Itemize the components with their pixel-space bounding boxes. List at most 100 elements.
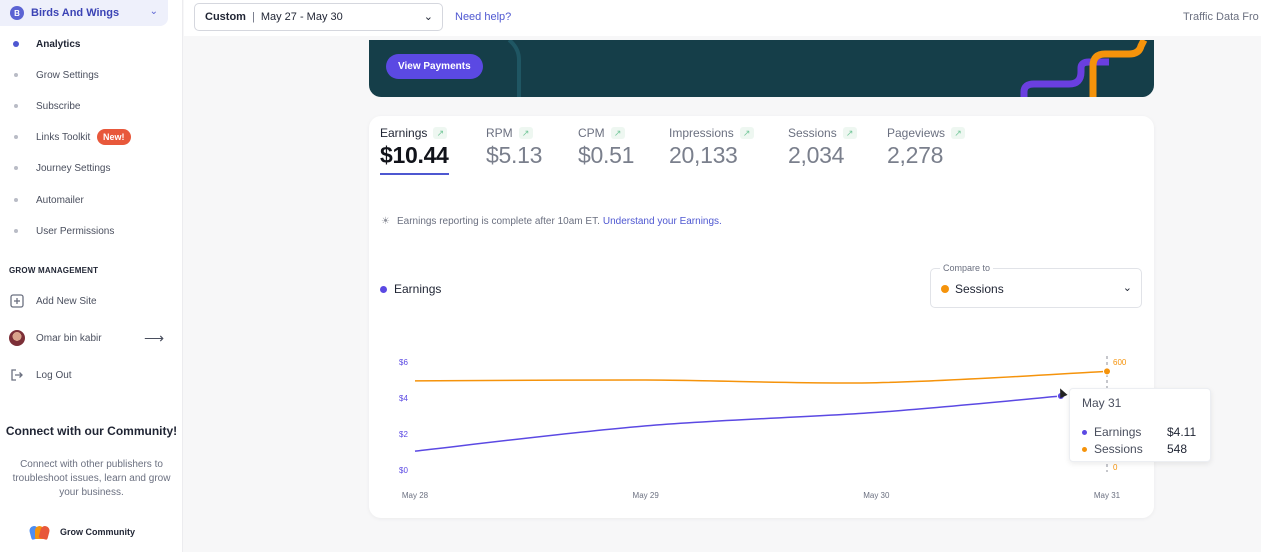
series-line-earnings	[414, 395, 1061, 452]
left-axis-tick-label: $2	[399, 430, 408, 439]
analytics-card: Earnings ↗ $10.44 RPM ↗ $5.13 CPM ↗ $0.51 I…	[369, 116, 1154, 518]
bullet-icon	[14, 104, 18, 108]
sidebar-item-label: Subscribe	[36, 100, 81, 112]
right-axis-tick-label: 600	[1113, 358, 1127, 367]
earnings-info-note: ☀ Earnings reporting is complete after 1…	[381, 216, 722, 227]
sun-icon: ☀	[381, 216, 390, 227]
date-preset: Custom	[205, 11, 246, 23]
understand-earnings-link[interactable]: Understand your Earnings.	[602, 216, 722, 227]
metric-label: CPM	[578, 126, 605, 140]
sessions-dot	[941, 285, 949, 293]
sidebar-item-label: User Permissions	[36, 225, 115, 237]
metric-label: Impressions	[669, 126, 734, 140]
payments-banner: View Payments	[369, 40, 1154, 97]
compare-to-value: Sessions	[955, 282, 1004, 296]
earnings-sessions-chart: $0 $2 $4 $6 0 600 May 28 May 29 May 30 May 31	[399, 356, 1127, 500]
site-badge-icon: B	[10, 6, 24, 20]
compare-to-label: Compare to	[940, 263, 994, 273]
metric-value: $10.44	[380, 142, 449, 168]
grow-community-label: Grow Community	[60, 527, 136, 537]
chevron-down-icon: ⌄	[423, 11, 433, 23]
tooltip-dot	[1082, 446, 1087, 452]
section-title-grow-management: GROW MANAGEMENT	[9, 266, 99, 275]
metric-tab-pageviews[interactable]: Pageviews ↗ 2,278	[887, 126, 966, 169]
metric-value: 2,034	[788, 142, 845, 168]
logout-button[interactable]: Log Out	[0, 364, 183, 386]
site-switcher[interactable]: B Birds And Wings ⌄	[0, 0, 168, 26]
metric-label: Sessions	[788, 126, 837, 140]
sidebar-item-links-toolkit[interactable]: Links Toolkit New!	[0, 127, 183, 147]
sidebar: B Birds And Wings ⌄ Analytics Grow Setti…	[0, 0, 183, 552]
banner-decoration	[507, 40, 1148, 97]
legend-dot	[380, 285, 387, 293]
tooltip-row-value: $4.11	[1167, 425, 1197, 439]
user-profile[interactable]: Omar bin kabir ⟶	[0, 327, 183, 349]
traffic-data-link[interactable]: Traffic Data Fro	[1183, 11, 1259, 23]
active-tab-indicator	[380, 173, 449, 175]
sidebar-item-analytics[interactable]: Analytics	[0, 34, 183, 54]
community-title: Connect with our Community!	[5, 424, 178, 438]
series-point-earnings	[1056, 392, 1065, 401]
logout-icon	[9, 367, 25, 383]
community-description: Connect with other publishers to trouble…	[12, 459, 171, 498]
metric-value: 20,133	[669, 142, 738, 168]
bullet-icon	[13, 41, 19, 47]
bullet-icon	[14, 73, 18, 77]
metric-tab-earnings[interactable]: Earnings ↗ $10.44	[380, 126, 449, 175]
x-axis-tick-label: May 31	[1094, 491, 1121, 500]
need-help-link[interactable]: Need help?	[455, 11, 512, 23]
new-badge: New!	[97, 129, 131, 145]
arrow-right-icon[interactable]: ⟶	[144, 329, 165, 346]
tooltip-dot	[1082, 429, 1087, 435]
tooltip-row-earnings: Earnings $4.11	[1082, 425, 1202, 439]
x-axis-tick-label: May 30	[863, 491, 890, 500]
series-point-sessions	[1103, 367, 1111, 376]
site-name: Birds And Wings	[31, 7, 120, 19]
tooltip-row-sessions: Sessions 548	[1082, 442, 1202, 456]
sidebar-item-automailer[interactable]: Automailer	[0, 190, 183, 210]
view-payments-button[interactable]: View Payments	[386, 54, 483, 79]
date-range-value: May 27 - May 30	[260, 11, 343, 23]
grow-community-link[interactable]: Grow Community	[28, 524, 136, 540]
sidebar-item-subscribe[interactable]: Subscribe	[0, 96, 183, 116]
bullet-icon	[14, 166, 18, 170]
sidebar-item-label: Grow Settings	[36, 69, 99, 81]
tooltip-row-label: Earnings	[1094, 425, 1142, 439]
metric-tab-sessions[interactable]: Sessions ↗ 2,034	[788, 126, 857, 169]
compare-to-select[interactable]: Compare to Sessions ⌄	[930, 263, 1142, 308]
x-axis-tick-label: May 29	[633, 491, 660, 500]
metric-tab-cpm[interactable]: CPM ↗ $0.51	[578, 126, 634, 169]
separator: |	[251, 11, 255, 23]
trend-up-icon: ↗	[951, 127, 966, 139]
series-line-sessions	[414, 370, 1108, 384]
tooltip-row-label: Sessions	[1094, 442, 1143, 456]
bullet-icon	[14, 229, 18, 233]
trend-up-icon: ↗	[739, 127, 754, 139]
sidebar-item-label: Journey Settings	[36, 162, 111, 174]
trend-up-icon: ↗	[842, 127, 857, 139]
bullet-icon	[14, 135, 18, 139]
metric-label: Earnings	[380, 126, 428, 140]
chevron-down-icon: ⌄	[1122, 282, 1132, 294]
metric-value: $5.13	[486, 142, 543, 168]
date-range-select[interactable]: Custom | May 27 - May 30 ⌄	[194, 3, 443, 31]
metric-tab-rpm[interactable]: RPM ↗ $5.13	[486, 126, 542, 169]
left-axis-tick-label: $0	[399, 466, 408, 475]
left-axis-tick-label: $4	[399, 394, 408, 403]
legend-label: Earnings	[394, 282, 442, 296]
add-site-icon	[9, 293, 25, 309]
trend-up-icon: ↗	[610, 127, 625, 139]
metric-tab-impressions[interactable]: Impressions ↗ 20,133	[669, 126, 754, 169]
metric-label: Pageviews	[887, 126, 946, 140]
trend-up-icon: ↗	[433, 127, 448, 139]
add-new-site-button[interactable]: Add New Site	[0, 290, 183, 312]
sidebar-item-label: Links Toolkit	[36, 131, 91, 143]
sidebar-item-journey-settings[interactable]: Journey Settings	[0, 158, 183, 178]
sidebar-item-label: Automailer	[36, 194, 84, 206]
metric-value: 2,278	[887, 142, 944, 168]
x-axis-tick-label: May 28	[402, 491, 429, 500]
grow-community-logo-icon	[28, 524, 51, 540]
sidebar-item-grow-settings[interactable]: Grow Settings	[0, 65, 183, 85]
left-axis-tick-label: $6	[399, 358, 408, 367]
sidebar-item-user-permissions[interactable]: User Permissions	[0, 221, 183, 241]
